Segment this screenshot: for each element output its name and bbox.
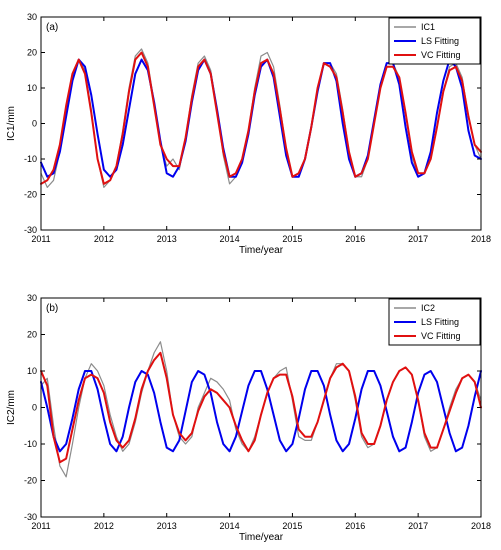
y-tick-label: 10	[27, 83, 37, 93]
x-tick-label: 2014	[220, 234, 240, 244]
x-tick-label: 2017	[408, 521, 428, 531]
legend: IC1 LS Fitting VC Fitting	[388, 17, 481, 65]
y-tick-label: 10	[27, 366, 37, 376]
x-tick-label: 2016	[345, 521, 365, 531]
y-tick-label: -10	[24, 439, 37, 449]
y-tick-label: 0	[32, 403, 37, 413]
series-line-ls-fitting	[40, 370, 482, 453]
y-tick-label: 30	[27, 293, 37, 303]
series-line-vc-fitting	[40, 51, 482, 185]
x-tick-label: 2013	[157, 521, 177, 531]
legend-label: IC2	[421, 303, 435, 313]
y-axis-label: IC1/mm	[6, 106, 17, 141]
legend-label: LS Fitting	[421, 36, 459, 46]
legend: IC2 LS Fitting VC Fitting	[388, 298, 481, 346]
x-tick-label: 2016	[345, 234, 365, 244]
y-axis-label: IC2/mm	[6, 390, 17, 425]
legend-label: IC1	[421, 22, 435, 32]
chart-panel-2: 2011 2012 2013 2014 2015 2016 2017 2018 -30 -20 -1…	[6, 293, 491, 543]
x-tick-label: 2011	[31, 521, 50, 531]
y-tick-label: 20	[27, 48, 37, 58]
x-axis-label: Time/year	[239, 532, 284, 543]
legend-label: LS Fitting	[421, 317, 459, 327]
x-tick-label: 2018	[471, 234, 491, 244]
x-tick-label: 2017	[408, 234, 428, 244]
x-tick-label: 2012	[94, 521, 114, 531]
x-tick-label: 2015	[282, 521, 302, 531]
y-tick-label: 30	[27, 12, 37, 22]
series-line-vc-fitting	[40, 351, 482, 464]
panel-label: (b)	[46, 303, 58, 314]
y-tick-label: -20	[24, 190, 37, 200]
panel-label: (a)	[46, 22, 58, 33]
x-tick-label: 2018	[471, 521, 491, 531]
x-tick-label: 2015	[282, 234, 302, 244]
y-tick-label: 20	[27, 330, 37, 340]
x-axis-label: Time/year	[239, 245, 284, 256]
y-tick-label: -30	[24, 225, 37, 235]
legend-label: VC Fitting	[421, 331, 461, 341]
y-tick-label: -30	[24, 512, 37, 522]
legend-label: VC Fitting	[421, 50, 461, 60]
x-tick-label: 2014	[220, 521, 240, 531]
y-tick-label: -20	[24, 476, 37, 486]
x-tick-label: 2013	[157, 234, 177, 244]
x-tick-label: 2012	[94, 234, 114, 244]
chart-panel-1: 2011 2012 2013 2014 2015 2016 2017 2018 -30 -20 -1…	[6, 12, 491, 256]
y-tick-label: -10	[24, 154, 37, 164]
y-tick-label: 0	[32, 119, 37, 129]
x-tick-label: 2011	[31, 234, 50, 244]
